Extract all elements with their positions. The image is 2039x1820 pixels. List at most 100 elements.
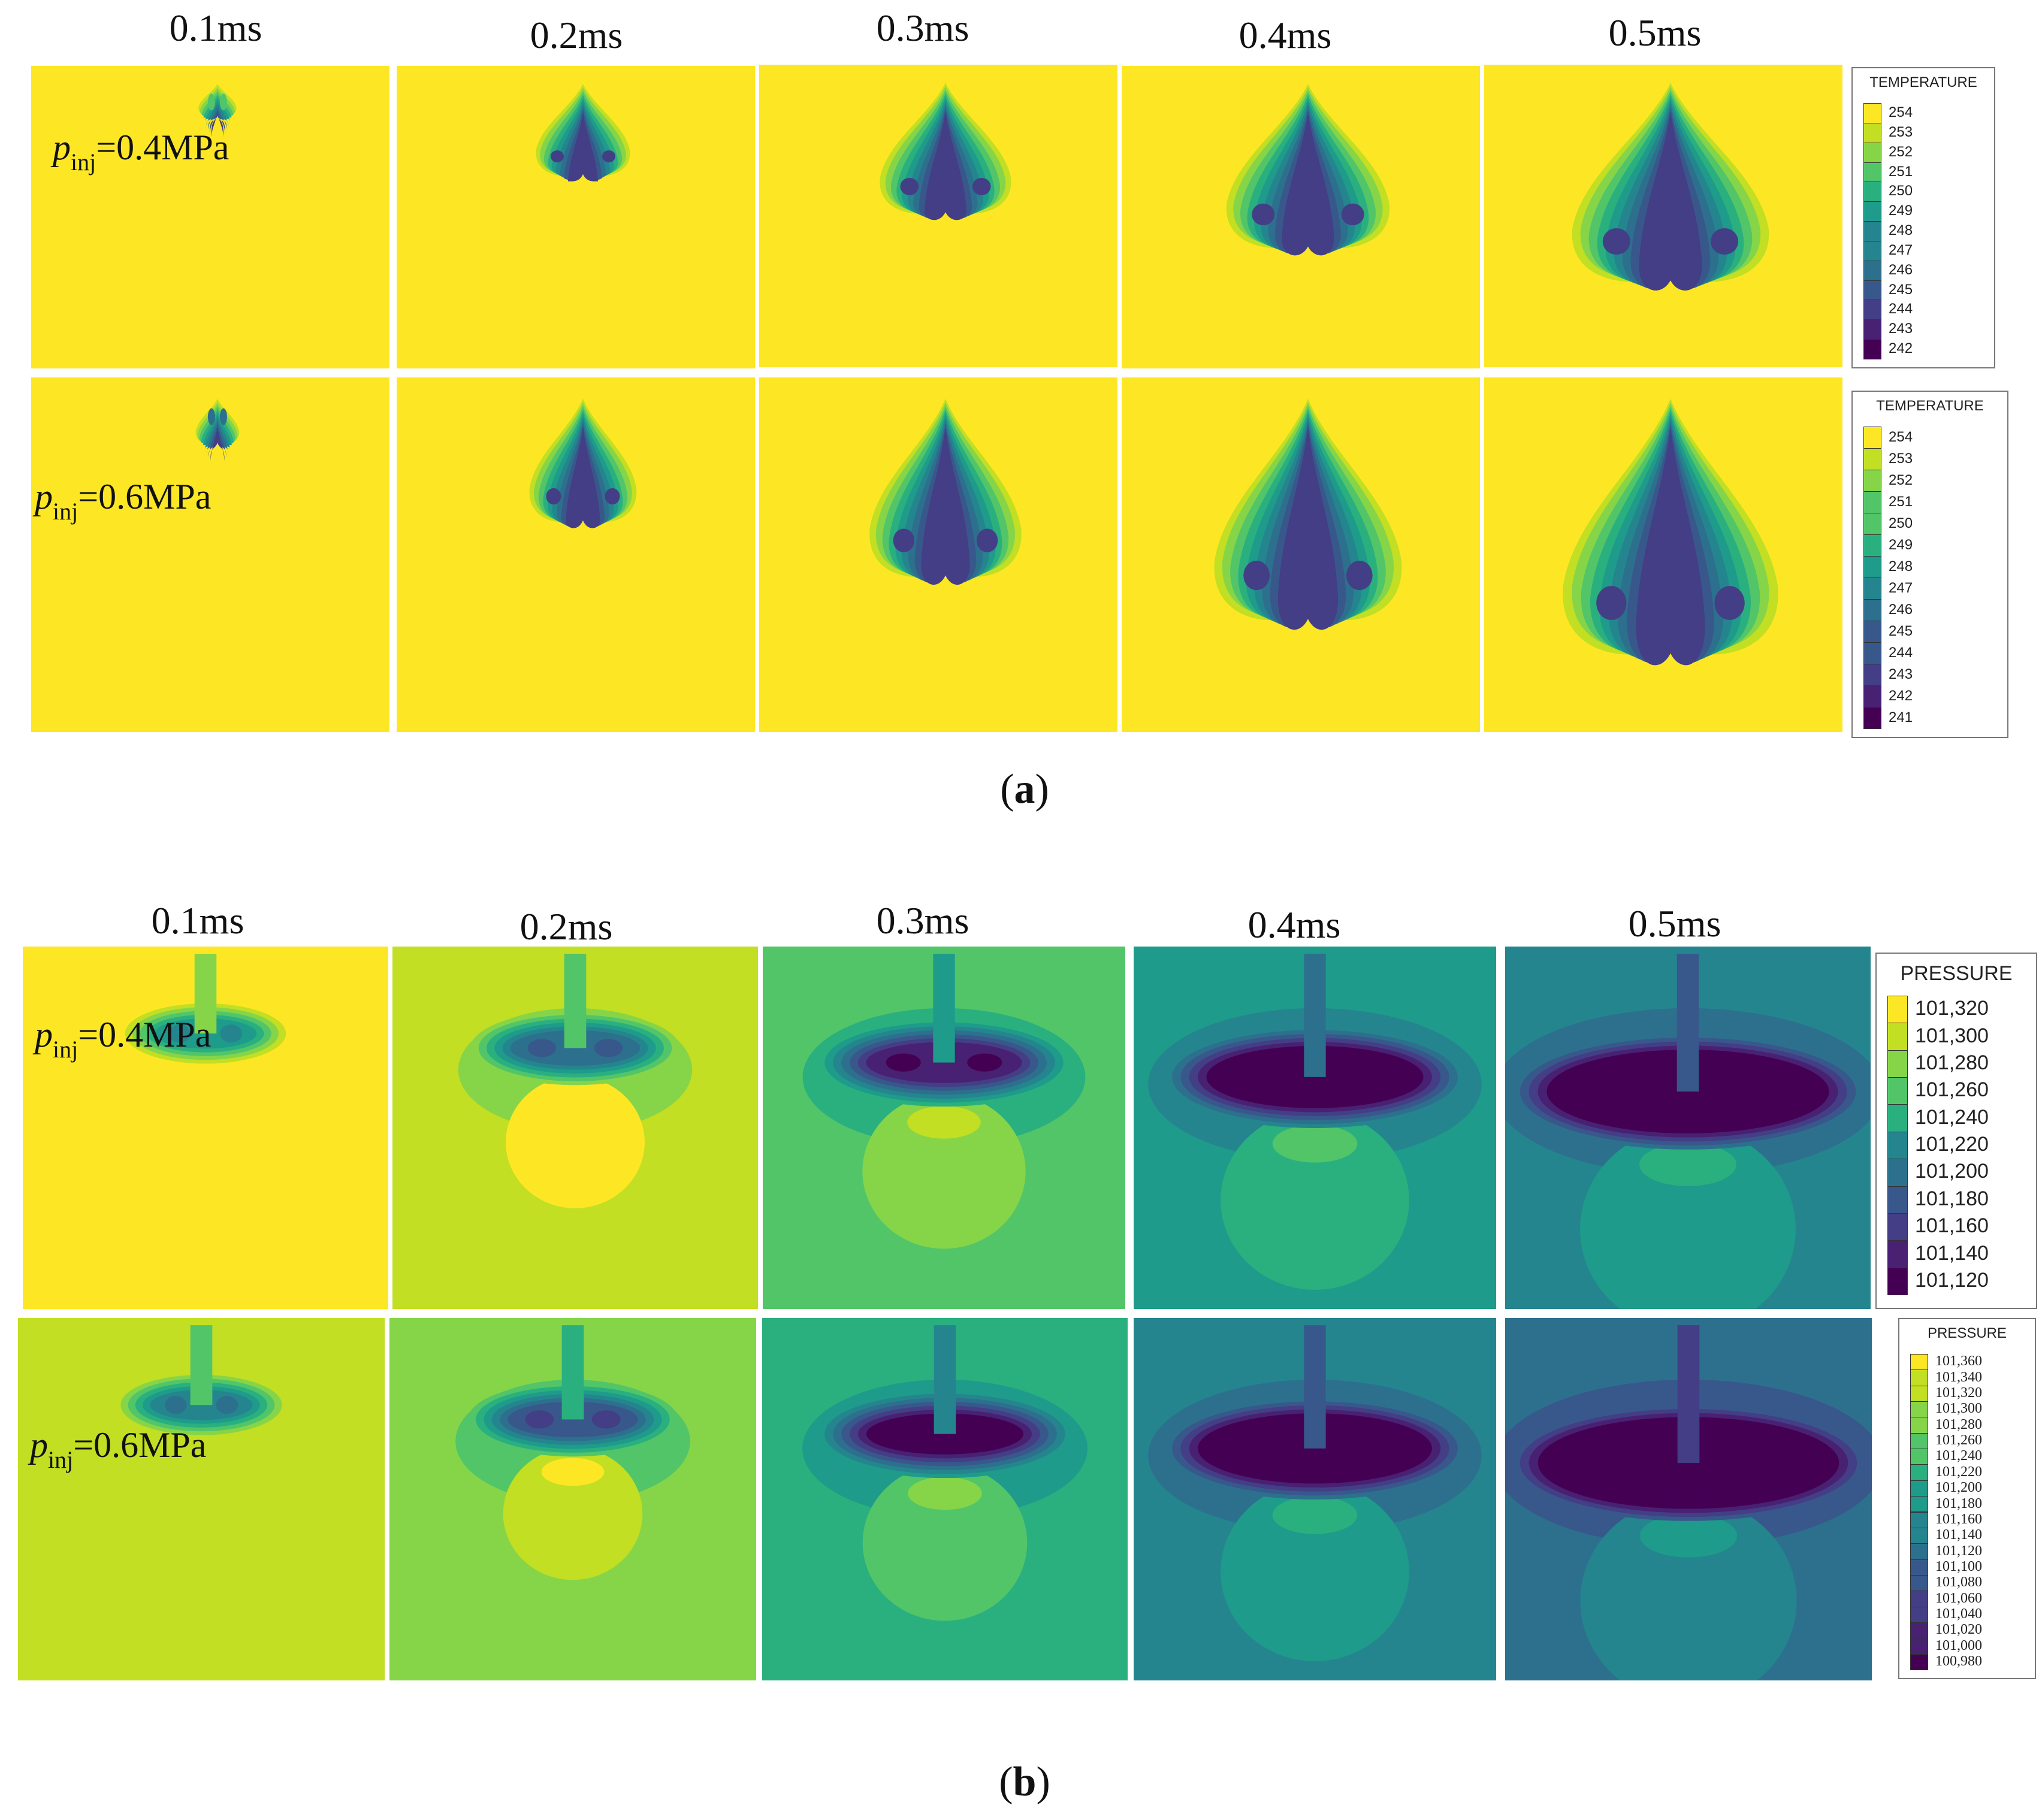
vortex-core	[886, 1425, 922, 1443]
legend-tick-label: 101,260	[1915, 1078, 1989, 1102]
spray-stem	[564, 954, 587, 1048]
pressure-panel-b1-2	[392, 947, 758, 1309]
plume-contour	[1636, 427, 1705, 666]
legend-swatch	[1887, 1267, 1908, 1295]
legend-swatch	[1863, 280, 1881, 301]
legend-tick-label: 101,200	[1915, 1160, 1989, 1183]
legend-swatch	[1863, 162, 1881, 183]
time-label-a-3: 0.3ms	[876, 7, 969, 49]
vortex-core	[1342, 1068, 1384, 1086]
vortex-core	[1341, 203, 1364, 226]
legend-tick-label: 245	[1889, 281, 1913, 298]
row-label-b-06mpa: pinj=0.6MPa	[30, 1425, 206, 1474]
legend-tick-label: 101,120	[1935, 1543, 1982, 1559]
legend-tick-label: 249	[1889, 202, 1913, 219]
legend-swatch	[1863, 339, 1881, 359]
plume-contour	[211, 113, 224, 137]
legend-swatch	[1910, 1511, 1928, 1528]
vortex-core	[169, 1024, 191, 1043]
temperature-panel-a1-1	[31, 66, 389, 368]
legend-title: PRESSURE	[1900, 962, 2013, 985]
legend-tick-label: 248	[1889, 558, 1913, 575]
legend-tick-label: 101,240	[1915, 1105, 1989, 1129]
temperature-field	[1122, 377, 1480, 732]
legend-title: TEMPERATURE	[1876, 398, 1984, 414]
temperature-field	[31, 377, 389, 732]
caption-letter: a	[1014, 766, 1035, 812]
pressure-value: =0.4MPa	[96, 128, 229, 167]
high-pressure-core	[908, 1477, 982, 1510]
legend-swatch	[1910, 1449, 1928, 1465]
spray-stem	[194, 954, 217, 1034]
legend-swatch	[1863, 448, 1881, 470]
pressure-field	[389, 1318, 756, 1680]
vortex-core	[972, 177, 991, 195]
legend-swatch	[1910, 1496, 1928, 1513]
legend-tick-label: 249	[1889, 536, 1913, 553]
legend-tick-label: 247	[1889, 241, 1913, 258]
spray-tip	[219, 93, 227, 111]
high-pressure-core	[543, 1086, 607, 1115]
legend-tick-label: 101,060	[1935, 1590, 1982, 1606]
high-pressure-zone	[1221, 1111, 1409, 1290]
legend-swatch	[1863, 122, 1881, 143]
legend-swatch	[1910, 1638, 1928, 1655]
legend-swatch	[1887, 1104, 1908, 1132]
legend-swatch	[1863, 534, 1881, 557]
legend-swatch	[1863, 707, 1881, 729]
legend-tick-label: 253	[1889, 123, 1913, 140]
legend-tick-label: 101,140	[1935, 1527, 1982, 1543]
plume-contour	[567, 113, 599, 182]
legend-swatch	[1910, 1401, 1928, 1418]
high-pressure-zone	[503, 1447, 643, 1580]
vortex-core	[1252, 203, 1275, 226]
legend-swatch	[1863, 578, 1881, 600]
temperature-legend-1: TEMPERATURE 254 253 252 251 250 249 248 247 246 24…	[1851, 67, 1995, 368]
legend-tick-label: 242	[1889, 687, 1913, 704]
legend-swatch	[1887, 1186, 1908, 1214]
legend-swatch	[1910, 1417, 1928, 1434]
temperature-field	[397, 377, 755, 732]
legend-tick-label: 250	[1889, 183, 1913, 199]
pressure-panel-b1-1	[23, 947, 388, 1309]
time-label-a-4: 0.4ms	[1238, 14, 1332, 56]
legend-swatch	[1910, 1543, 1928, 1560]
legend-tick-label: 246	[1889, 261, 1913, 278]
time-label-a-1: 0.1ms	[169, 7, 262, 49]
vortex-core	[1596, 586, 1627, 620]
vortex-core	[602, 150, 616, 163]
pressure-value: =0.6MPa	[78, 477, 212, 516]
legend-tick-label: 101,000	[1935, 1637, 1982, 1653]
legend-swatch	[1910, 1622, 1928, 1639]
legend-tick-label: 101,040	[1935, 1606, 1982, 1622]
legend-tick-label: 251	[1889, 493, 1913, 510]
subscript: inj	[53, 498, 78, 525]
time-label-a-2: 0.2ms	[530, 14, 623, 56]
subscript: inj	[71, 149, 96, 176]
pressure-field	[1505, 1318, 1872, 1680]
legend-swatch	[1910, 1369, 1928, 1386]
legend-tick-label: 254	[1889, 104, 1913, 121]
legend-swatch	[1863, 182, 1881, 202]
vortex-core	[1711, 228, 1739, 255]
legend-tick-label: 101,100	[1935, 1558, 1982, 1574]
legend-swatch	[1887, 1240, 1908, 1268]
temperature-panel-a2-4	[1122, 377, 1480, 732]
legend-tick-label: 101,320	[1935, 1385, 1982, 1401]
vortex-core	[900, 177, 919, 195]
legend-swatch	[1887, 1213, 1908, 1241]
vortex-core	[550, 150, 564, 163]
high-pressure-core	[1639, 1142, 1736, 1186]
vortex-core	[886, 1053, 921, 1072]
time-label-a-5: 0.5ms	[1608, 11, 1702, 54]
vortex-core	[967, 1053, 1002, 1072]
legend-swatch	[1887, 1077, 1908, 1105]
temperature-field	[31, 66, 389, 368]
legend-tick-label: 101,180	[1915, 1187, 1989, 1210]
legend-swatch	[1910, 1464, 1928, 1481]
vortex-core	[594, 1039, 623, 1057]
legend-tick-label: 242	[1889, 340, 1913, 357]
high-pressure-zone	[1221, 1482, 1409, 1661]
legend-tick-label: 101,200	[1935, 1480, 1982, 1496]
legend-swatch	[1910, 1574, 1928, 1592]
